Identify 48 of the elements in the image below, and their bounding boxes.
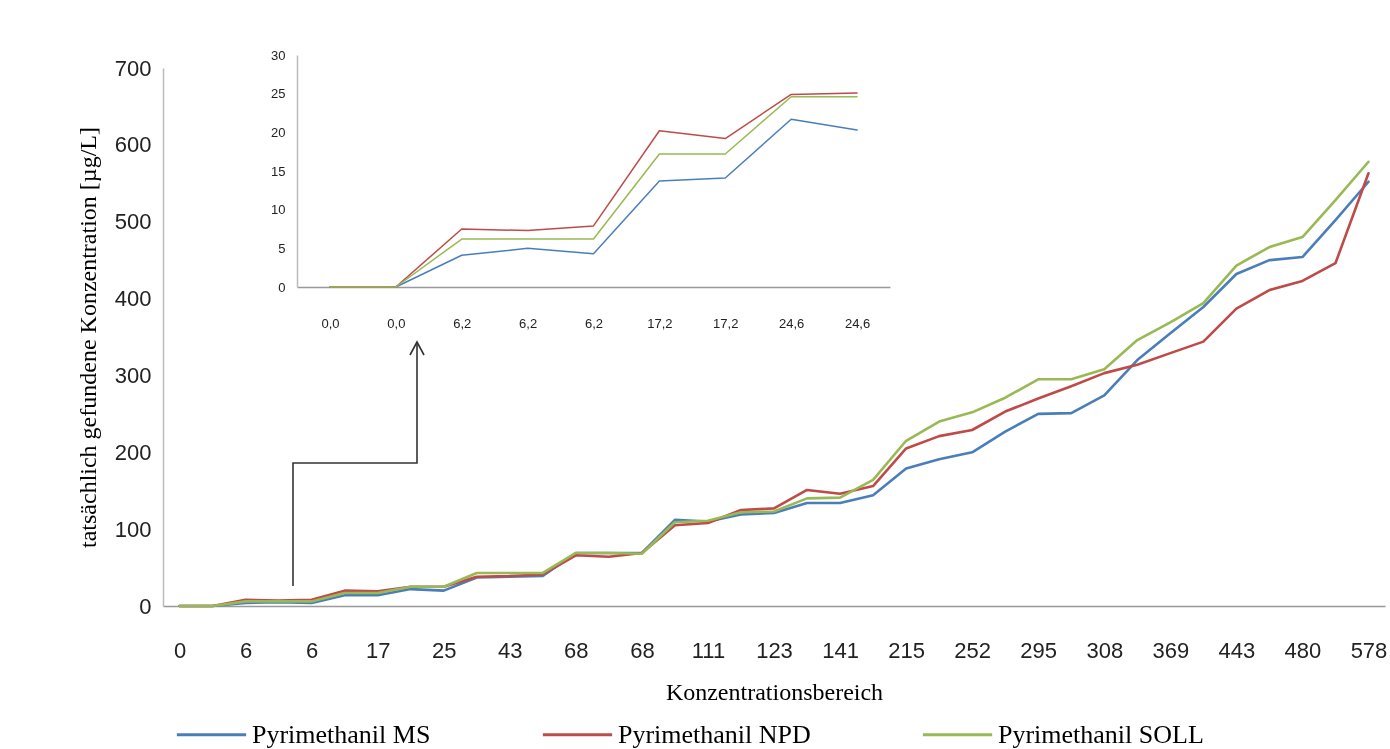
legend-label: Pyrimethanil SOLL — [998, 719, 1204, 749]
x-tick-label: 6,2 — [453, 315, 472, 331]
legend-label: Pyrimethanil MS — [252, 719, 431, 749]
x-tick-label: 43 — [498, 637, 523, 663]
y-tick-label: 400 — [114, 286, 152, 312]
x-tick-label: 6,2 — [519, 315, 538, 331]
y-tick-label: 10 — [271, 202, 286, 218]
x-tick-label: 68 — [564, 637, 589, 663]
x-tick-label: 480 — [1284, 637, 1322, 663]
x-tick-label: 215 — [888, 637, 925, 663]
x-tick-label: 578 — [1350, 637, 1388, 663]
y-tick-label: 500 — [114, 209, 152, 235]
x-tick-label: 24,6 — [779, 315, 805, 331]
x-tick-label: 25 — [431, 637, 457, 663]
x-tick-label: 295 — [1020, 637, 1058, 663]
x-tick-label: 6,2 — [584, 315, 604, 331]
x-tick-label: 308 — [1086, 637, 1124, 663]
x-tick-label: 252 — [954, 637, 992, 663]
y-tick-label: 30 — [271, 47, 286, 63]
x-tick-label: 6 — [239, 637, 253, 663]
x-tick-label: 0 — [173, 637, 187, 663]
x-tick-label: 17 — [365, 637, 391, 663]
x-tick-label: 443 — [1218, 637, 1256, 663]
x-tick-label: 68 — [630, 637, 655, 663]
y-tick-label: 600 — [114, 132, 152, 158]
x-tick-label: 6 — [306, 637, 319, 663]
legend-label: Pyrimethanil NPD — [618, 719, 811, 749]
x-tick-label: 111 — [691, 637, 726, 663]
y-tick-label: 20 — [271, 124, 286, 140]
y-tick-label: 200 — [114, 439, 152, 465]
y-tick-label: 0 — [278, 279, 286, 295]
x-tick-label: 141 — [822, 637, 859, 663]
x-tick-label: 0,0 — [321, 315, 340, 331]
y-tick-label: 15 — [271, 163, 286, 179]
x-tick-label: 24,6 — [844, 315, 871, 331]
y-tick-label: 25 — [271, 86, 286, 102]
x-tick-label: 369 — [1152, 637, 1190, 663]
y-tick-label: 100 — [114, 516, 152, 542]
x-tick-label: 123 — [756, 637, 793, 663]
y-tick-label: 700 — [114, 55, 152, 81]
x-tick-label: 0,0 — [387, 315, 406, 331]
y-axis-title: tatsächlich gefundene Konzentration [µg/L] — [74, 127, 101, 548]
y-tick-label: 5 — [278, 240, 286, 256]
x-tick-label: 17,2 — [713, 315, 739, 331]
x-tick-label: 17,2 — [647, 315, 673, 331]
x-axis-title: Konzentrationsbereich — [665, 678, 884, 705]
y-tick-label: 0 — [139, 593, 152, 619]
y-tick-label: 300 — [114, 362, 152, 388]
